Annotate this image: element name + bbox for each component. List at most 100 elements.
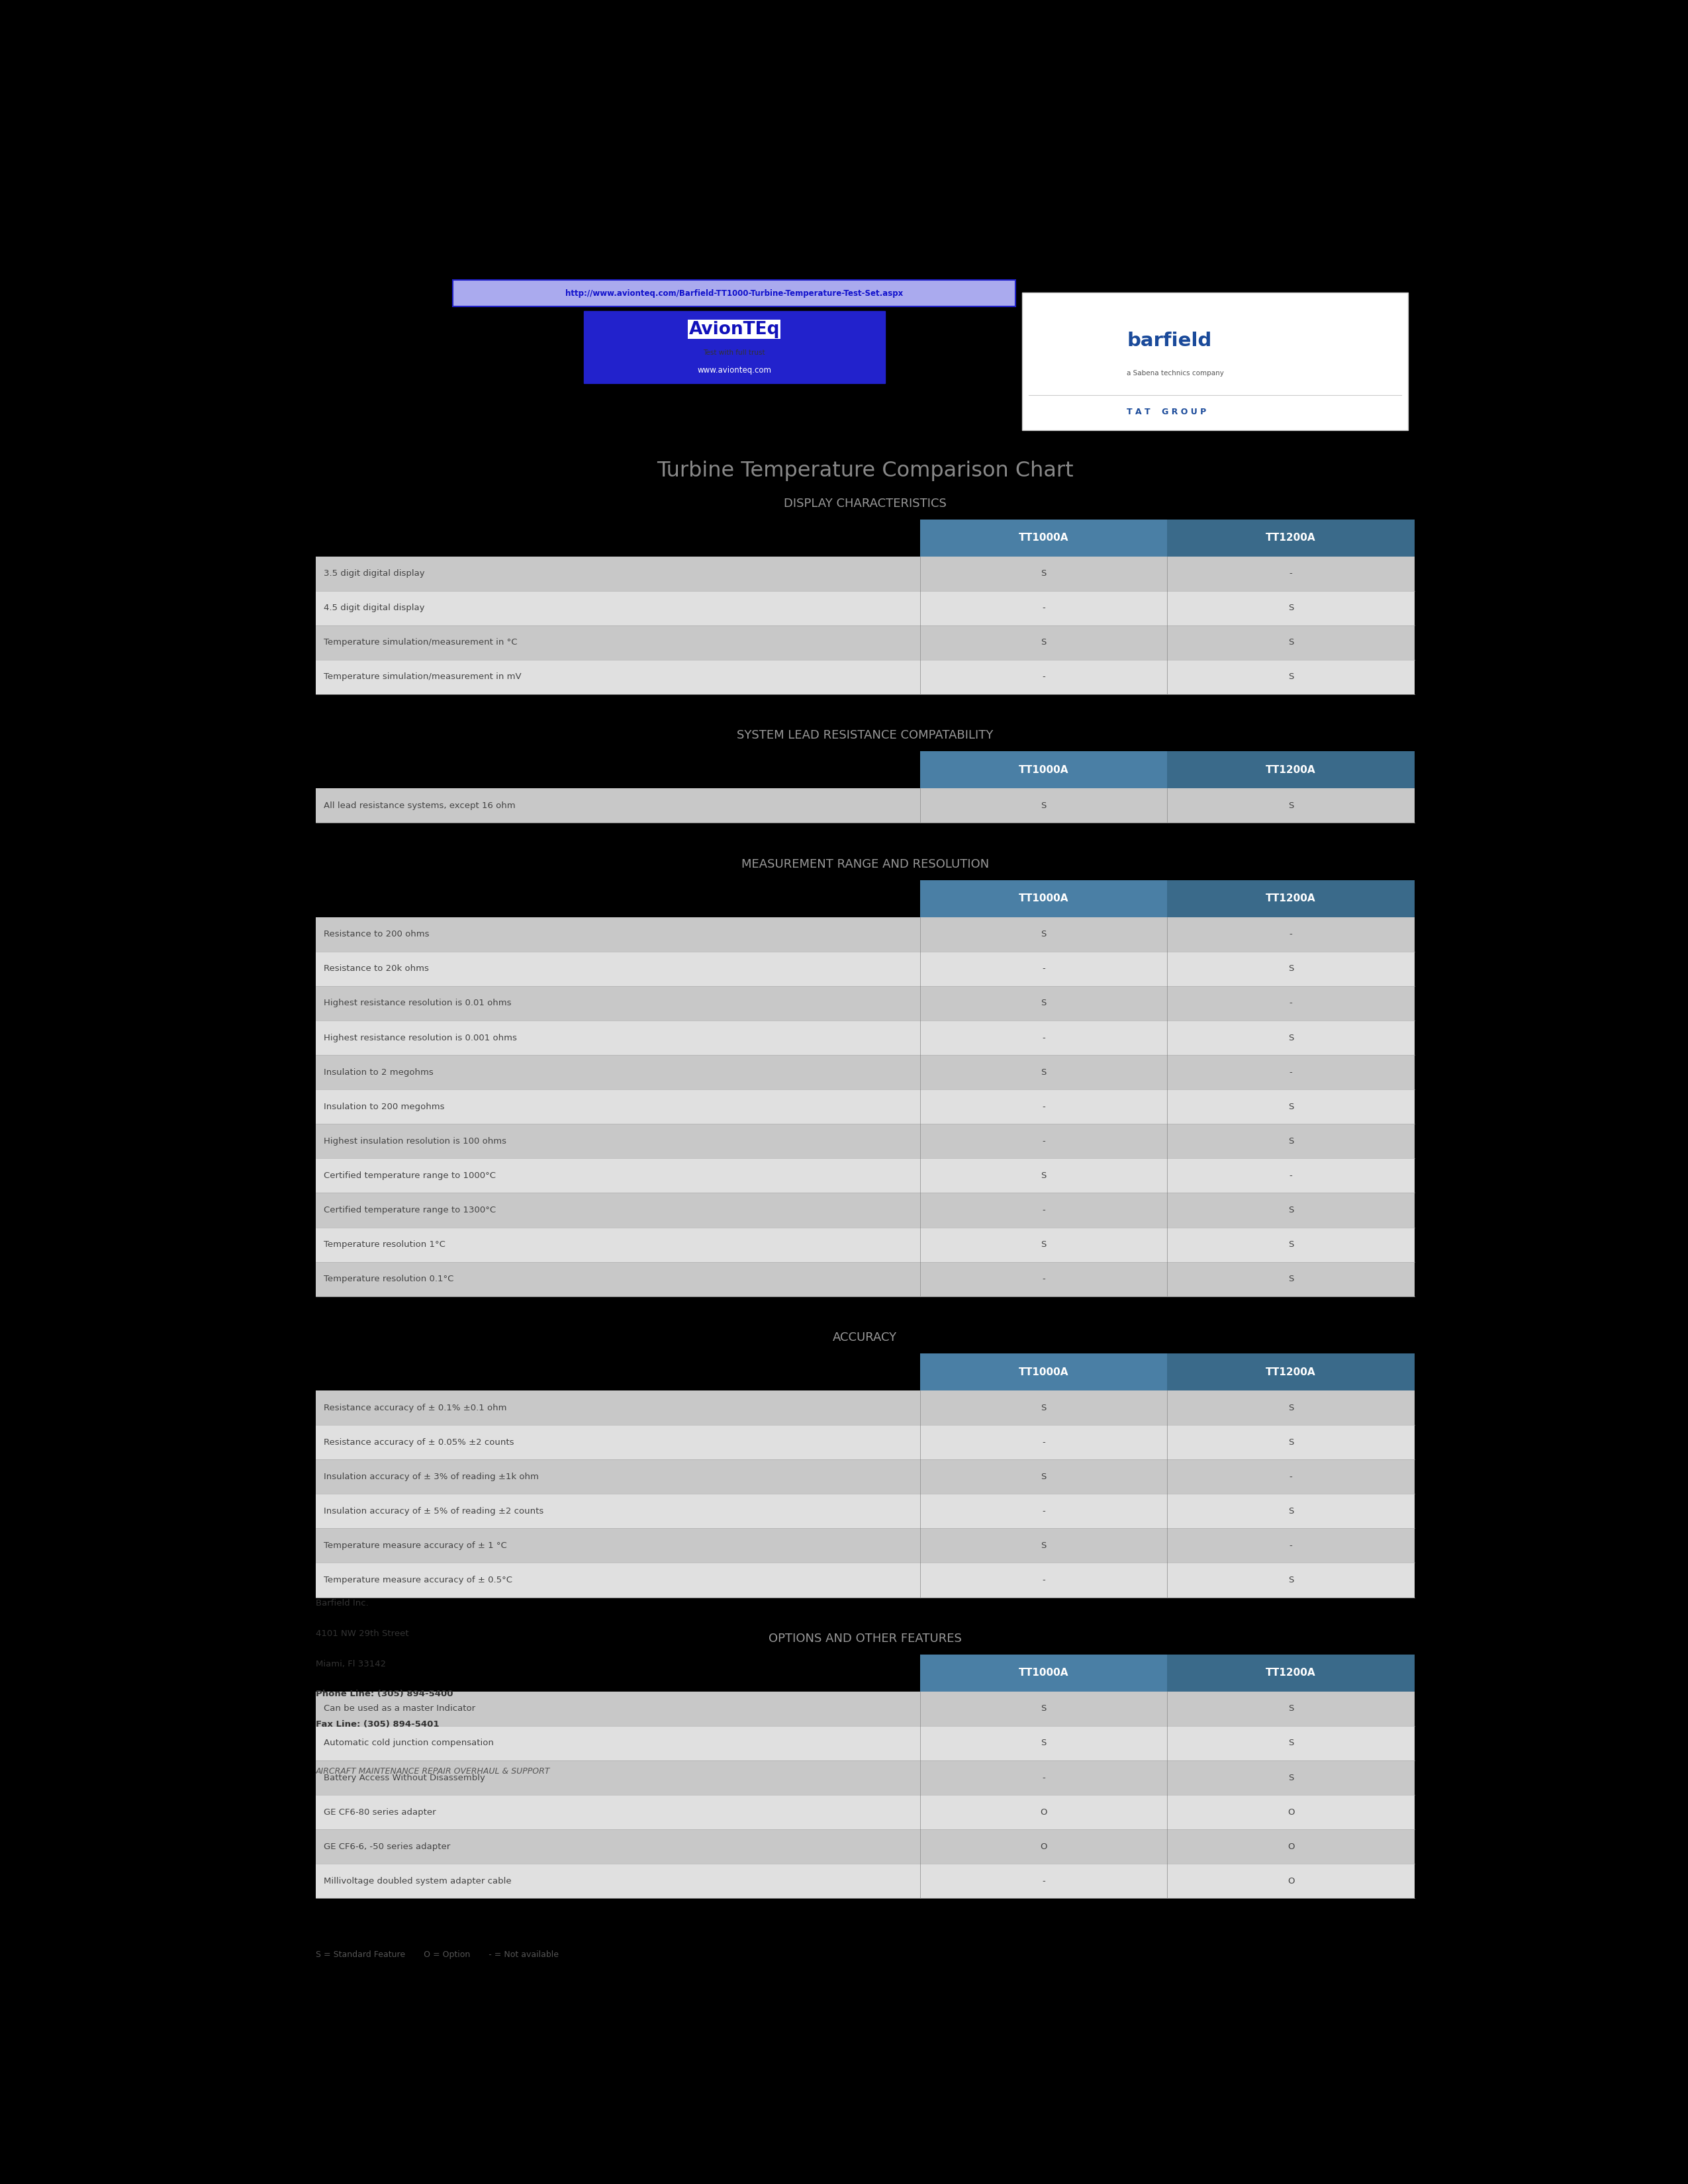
Text: -: - [1290,1171,1293,1179]
FancyBboxPatch shape [316,1795,1415,1830]
Text: S: S [1041,802,1047,810]
Text: S: S [1041,1241,1047,1249]
Text: S: S [1288,638,1293,646]
Text: S: S [1288,1577,1293,1583]
FancyBboxPatch shape [316,985,1415,1020]
Text: T A T    G R O U P: T A T G R O U P [1128,408,1207,415]
Text: S: S [1288,1206,1293,1214]
Text: S: S [1041,570,1047,579]
FancyBboxPatch shape [316,1192,1415,1227]
Text: S: S [1288,603,1293,612]
FancyBboxPatch shape [316,1391,1415,1424]
Text: S: S [1288,1241,1293,1249]
FancyBboxPatch shape [316,1725,1415,1760]
FancyBboxPatch shape [316,1830,1415,1863]
FancyBboxPatch shape [316,625,1415,660]
FancyBboxPatch shape [316,1564,1415,1597]
Text: Phone Line: (305) 894-5400: Phone Line: (305) 894-5400 [316,1690,452,1699]
Text: S: S [1041,1404,1047,1413]
Text: -: - [1041,673,1045,681]
Text: S: S [1041,1472,1047,1481]
Text: S: S [1288,802,1293,810]
Text: -: - [1041,603,1045,612]
FancyBboxPatch shape [316,1090,1415,1125]
Text: S: S [1288,1404,1293,1413]
Text: Insulation accuracy of ± 3% of reading ±1k ohm: Insulation accuracy of ± 3% of reading ±… [324,1472,538,1481]
Text: Automatic cold junction compensation: Automatic cold junction compensation [324,1738,493,1747]
Text: Resistance accuracy of ± 0.05% ±2 counts: Resistance accuracy of ± 0.05% ±2 counts [324,1437,513,1446]
Text: TT1200A: TT1200A [1266,764,1317,775]
FancyBboxPatch shape [584,358,885,382]
Text: -: - [1041,1577,1045,1583]
FancyBboxPatch shape [1168,520,1415,557]
Text: -: - [1290,1472,1293,1481]
Text: -: - [1290,930,1293,939]
Text: -: - [1041,1507,1045,1516]
Text: TT1000A: TT1000A [1018,533,1069,544]
Text: Highest resistance resolution is 0.01 ohms: Highest resistance resolution is 0.01 oh… [324,998,511,1007]
FancyBboxPatch shape [1168,1655,1415,1693]
Text: GE CF6-6, -50 series adapter: GE CF6-6, -50 series adapter [324,1843,451,1852]
FancyBboxPatch shape [1168,880,1415,917]
Text: All lead resistance systems, except 16 ohm: All lead resistance systems, except 16 o… [324,802,515,810]
Text: -: - [1290,1542,1293,1551]
Text: -: - [1041,1773,1045,1782]
FancyBboxPatch shape [316,660,1415,695]
Text: Resistance accuracy of ± 0.1% ±0.1 ohm: Resistance accuracy of ± 0.1% ±0.1 ohm [324,1404,506,1413]
Text: -: - [1041,1437,1045,1446]
FancyBboxPatch shape [316,1158,1415,1192]
Text: 3.5 digit digital display: 3.5 digit digital display [324,570,425,579]
Text: Turbine Temperature Comparison Chart: Turbine Temperature Comparison Chart [657,461,1074,480]
Text: http://www.avionteq.com/Barfield-TT1000-Turbine-Temperature-Test-Set.aspx: http://www.avionteq.com/Barfield-TT1000-… [565,288,903,297]
Text: S: S [1041,998,1047,1007]
Text: S: S [1288,1738,1293,1747]
Text: S: S [1288,1103,1293,1112]
Text: Millivoltage doubled system adapter cable: Millivoltage doubled system adapter cabl… [324,1876,511,1885]
Text: S: S [1041,930,1047,939]
FancyBboxPatch shape [1023,293,1408,430]
Text: Highest insulation resolution is 100 ohms: Highest insulation resolution is 100 ohm… [324,1138,506,1144]
Text: O: O [1040,1843,1047,1852]
Text: Insulation to 200 megohms: Insulation to 200 megohms [324,1103,444,1112]
Text: Can be used as a master Indicator: Can be used as a master Indicator [324,1704,476,1712]
Text: Barfield Inc.: Barfield Inc. [316,1599,368,1607]
Text: S: S [1288,1437,1293,1446]
Text: S: S [1288,1773,1293,1782]
Text: Miami, Fl 33142: Miami, Fl 33142 [316,1660,387,1669]
Text: Insulation to 2 megohms: Insulation to 2 megohms [324,1068,434,1077]
FancyBboxPatch shape [316,788,1415,823]
Text: Highest resistance resolution is 0.001 ohms: Highest resistance resolution is 0.001 o… [324,1033,517,1042]
Text: TT1200A: TT1200A [1266,533,1317,544]
Text: TT1200A: TT1200A [1266,1669,1317,1677]
Text: AvionTEq: AvionTEq [689,321,780,339]
Text: O: O [1288,1876,1295,1885]
Text: Battery Access Without Disassembly: Battery Access Without Disassembly [324,1773,484,1782]
FancyBboxPatch shape [316,1529,1415,1564]
FancyBboxPatch shape [316,1424,1415,1459]
Text: S: S [1041,638,1047,646]
Text: ACCURACY: ACCURACY [832,1332,898,1343]
Text: TT1200A: TT1200A [1266,893,1317,904]
Text: Temperature resolution 1°C: Temperature resolution 1°C [324,1241,446,1249]
Text: S: S [1041,1171,1047,1179]
FancyBboxPatch shape [920,520,1168,557]
Text: Temperature resolution 0.1°C: Temperature resolution 0.1°C [324,1275,454,1284]
Text: SYSTEM LEAD RESISTANCE COMPATABILITY: SYSTEM LEAD RESISTANCE COMPATABILITY [738,729,993,740]
Text: S: S [1288,1033,1293,1042]
Text: Temperature measure accuracy of ± 0.5°C: Temperature measure accuracy of ± 0.5°C [324,1577,511,1583]
Text: S: S [1288,1138,1293,1144]
FancyBboxPatch shape [920,1354,1168,1391]
Text: -: - [1041,1275,1045,1284]
FancyBboxPatch shape [316,1262,1415,1297]
FancyBboxPatch shape [316,557,1415,592]
FancyBboxPatch shape [316,1227,1415,1262]
Text: -: - [1290,998,1293,1007]
Text: Temperature simulation/measurement in mV: Temperature simulation/measurement in mV [324,673,522,681]
Text: S: S [1288,965,1293,974]
Text: 4101 NW 29th Street: 4101 NW 29th Street [316,1629,408,1638]
Text: -: - [1041,965,1045,974]
Text: Temperature measure accuracy of ± 1 °C: Temperature measure accuracy of ± 1 °C [324,1542,506,1551]
Text: Certified temperature range to 1000°C: Certified temperature range to 1000°C [324,1171,496,1179]
Text: S: S [1288,1275,1293,1284]
Text: barfield: barfield [1128,332,1212,349]
